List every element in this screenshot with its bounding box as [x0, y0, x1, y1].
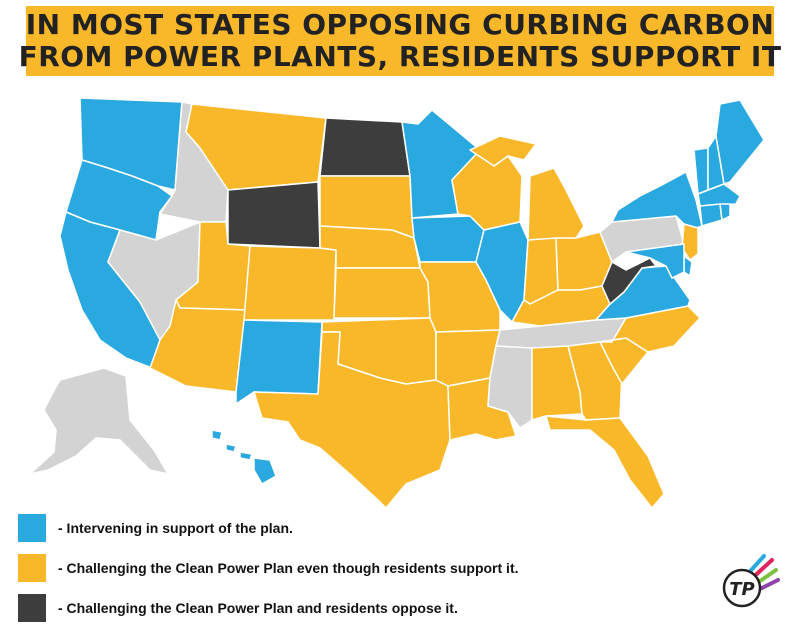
state-wy	[227, 181, 321, 249]
legend-label-challenge-oppose: - Challenging the Clean Power Plan and r…	[58, 600, 458, 616]
state-ct	[699, 203, 723, 227]
legend-item-challenge-support: - Challenging the Clean Power Plan even …	[18, 554, 519, 582]
state-tx	[253, 331, 451, 509]
state-ri	[719, 203, 731, 221]
logo-text: TP	[729, 579, 754, 600]
legend-item-challenge-oppose: - Challenging the Clean Power Plan and r…	[18, 594, 458, 622]
state-vt	[693, 147, 709, 195]
state-ks	[333, 267, 431, 319]
legend-item-support: - Intervening in support of the plan.	[18, 514, 293, 542]
state-hi	[211, 429, 277, 485]
legend-swatch-support	[18, 514, 46, 542]
state-md	[625, 243, 685, 279]
thinkprogress-logo: TP	[722, 554, 780, 608]
state-ak	[29, 367, 169, 475]
state-fl	[545, 415, 665, 509]
state-ma	[697, 183, 741, 207]
legend-label-support: - Intervening in support of the plan.	[58, 520, 293, 536]
legend-swatch-challenge-support	[18, 554, 46, 582]
state-ia	[411, 215, 485, 263]
state-co	[243, 245, 337, 321]
state-ny	[611, 171, 703, 231]
state-nd	[319, 117, 411, 177]
state-wv	[601, 257, 657, 305]
title-line-2: FROM POWER PLANTS, RESIDENTS SUPPORT IT	[18, 40, 782, 73]
state-me	[715, 99, 765, 185]
legend-label-challenge-support: - Challenging the Clean Power Plan even …	[58, 560, 519, 576]
title-line-1: IN MOST STATES OPPOSING CURBING CARBON	[25, 8, 775, 41]
state-nm	[235, 319, 323, 405]
legend-swatch-challenge-oppose	[18, 594, 46, 622]
title-banner: IN MOST STATES OPPOSING CURBING CARBON F…	[19, 6, 781, 76]
